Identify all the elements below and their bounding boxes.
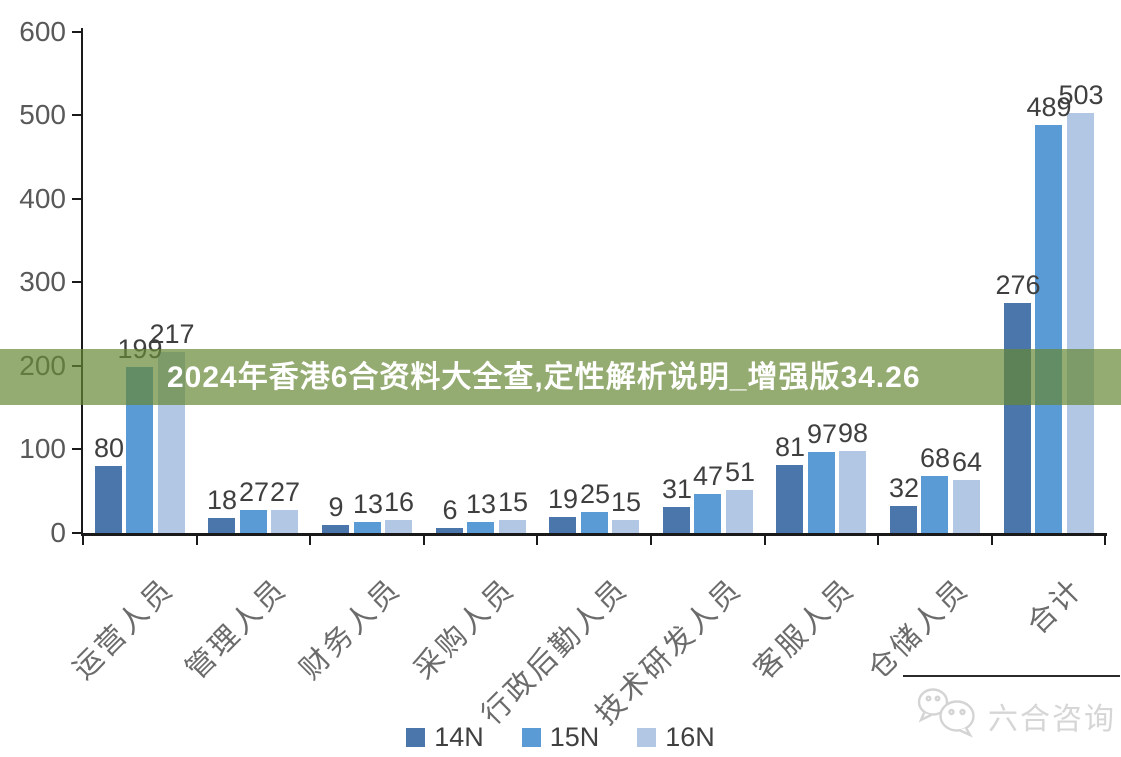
category-label: 合计 [1021, 572, 1089, 641]
bar-value-label: 32 [888, 473, 920, 503]
y-axis-tick-label: 500 [19, 99, 66, 130]
bar-value-label: 47 [692, 461, 724, 491]
category-label: 客服人员 [748, 572, 862, 686]
x-axis-tick [82, 536, 84, 545]
bar-15N-采购人员 [467, 522, 494, 533]
legend: 14N 15N 16N [0, 722, 1121, 753]
x-axis-tick [1104, 536, 1106, 545]
bar-value-label: 18 [206, 485, 238, 515]
category-label: 仓储人员 [862, 572, 976, 686]
bar-14N-合计 [1004, 303, 1031, 533]
legend-swatch [406, 728, 426, 747]
bar-value-label: 51 [724, 457, 756, 487]
bar-value-label: 31 [661, 474, 693, 504]
bar-value-label: 13 [352, 489, 384, 519]
bar-16N-客服人员 [839, 451, 866, 533]
bar-value-label: 97 [806, 419, 838, 449]
watermark-text: 六合咨询 [988, 703, 1116, 736]
bar-value-label: 217 [149, 319, 195, 349]
bar-value-label: 489 [1026, 92, 1072, 122]
legend-label: 16N [665, 722, 715, 752]
bar-value-label: 25 [579, 479, 611, 509]
banner-text: 2024年香港6合资料大全查,定性解析说明_增强版34.26 [167, 361, 921, 394]
banner-overlay: 2024年香港6合资料大全查,定性解析说明_增强版34.26 [0, 349, 1121, 405]
x-axis-tick [196, 536, 198, 545]
bar-16N-合计 [1067, 113, 1094, 533]
bar-16N-技术研发人员 [726, 490, 753, 533]
y-axis-tick [72, 448, 81, 450]
legend-item-14N: 14N [406, 722, 484, 753]
y-axis-line [81, 28, 83, 536]
y-axis-tick [72, 114, 81, 116]
x-axis-tick [309, 536, 311, 545]
bar-value-label: 16 [383, 487, 415, 517]
bar-value-label: 27 [238, 477, 270, 507]
legend-label: 15N [549, 722, 600, 752]
bar-16N-财务人员 [385, 520, 412, 533]
bar-15N-财务人员 [354, 522, 381, 533]
legend-swatch [637, 728, 657, 747]
x-axis-tick [536, 536, 538, 545]
bar-value-label: 13 [465, 489, 497, 519]
bar-14N-客服人员 [776, 465, 803, 533]
category-label: 财务人员 [294, 572, 408, 686]
bar-value-label: 68 [919, 443, 951, 473]
y-axis-tick-label: 0 [50, 517, 66, 548]
watermark-separator-line [903, 675, 1120, 677]
bar-15N-客服人员 [808, 452, 835, 533]
bar-15N-仓储人员 [921, 476, 948, 533]
bar-14N-仓储人员 [890, 506, 917, 533]
x-axis-tick [650, 536, 652, 545]
y-axis-tick-label: 100 [19, 433, 66, 464]
legend-swatch [521, 728, 541, 747]
y-axis-tick [72, 532, 81, 534]
bar-value-label: 15 [497, 487, 529, 517]
bar-value-label: 19 [547, 484, 579, 514]
legend-item-16N: 16N [637, 722, 715, 753]
bar-value-label: 64 [951, 447, 983, 477]
bar-16N-仓储人员 [953, 480, 980, 533]
bar-value-label: 9 [328, 492, 344, 522]
bar-15N-合计 [1035, 125, 1062, 533]
bar-value-label: 6 [442, 495, 458, 525]
bar-14N-采购人员 [436, 528, 463, 533]
bar-15N-技术研发人员 [694, 494, 721, 533]
y-axis-tick-label: 300 [19, 266, 66, 297]
x-axis-line [81, 533, 1107, 536]
legend-label: 14N [434, 722, 484, 752]
bar-15N-管理人员 [240, 510, 267, 533]
bar-14N-运营人员 [95, 466, 122, 533]
y-axis-tick-label: 400 [19, 183, 66, 214]
y-axis-tick-label: 600 [19, 16, 66, 47]
bar-14N-管理人员 [208, 518, 235, 533]
bar-value-label: 276 [995, 270, 1041, 300]
bar-value-label: 98 [837, 418, 869, 448]
x-axis-tick [764, 536, 766, 545]
bar-14N-技术研发人员 [663, 507, 690, 533]
x-axis-tick [877, 536, 879, 545]
category-label: 运营人员 [66, 572, 181, 686]
bar-14N-财务人员 [322, 525, 349, 533]
bar-16N-行政后勤人员 [612, 520, 639, 533]
x-axis-tick [423, 536, 425, 545]
bar-14N-行政后勤人员 [549, 517, 576, 533]
legend-item-15N: 15N [521, 722, 600, 753]
x-axis-tick [991, 536, 993, 545]
bar-15N-行政后勤人员 [581, 512, 608, 533]
bar-value-label: 27 [269, 477, 301, 507]
y-axis-tick [72, 281, 81, 283]
wechat-bubbles-icon [912, 686, 984, 743]
y-axis-tick [72, 31, 81, 33]
bar-16N-采购人员 [499, 520, 526, 533]
bar-value-label: 503 [1058, 80, 1104, 110]
bar-16N-管理人员 [271, 510, 298, 533]
bar-value-label: 81 [774, 432, 806, 462]
watermark: 六合咨询 [912, 686, 1114, 738]
y-axis-tick [72, 198, 81, 200]
bar-value-label: 15 [610, 487, 642, 517]
bar-value-label: 80 [93, 433, 125, 463]
category-label: 管理人员 [180, 572, 294, 686]
